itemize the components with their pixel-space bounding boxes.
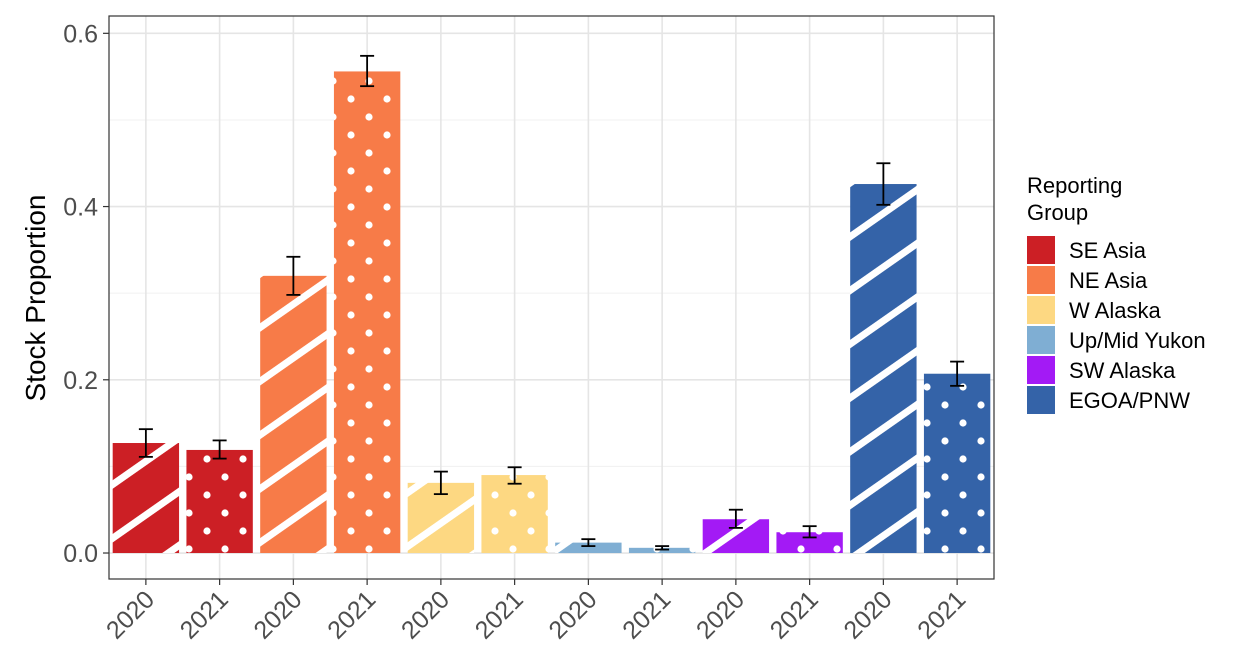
bar-w-alaska-2021	[481, 475, 548, 554]
bar-se-asia-2020	[112, 443, 180, 554]
bar-egoa-pnw-2020	[850, 184, 917, 554]
legend-swatch	[1027, 326, 1055, 354]
y-tick-label: 0.0	[63, 540, 98, 568]
plot-panel-border	[108, 15, 995, 580]
x-tick-label: 2020	[543, 585, 602, 644]
y-axis: 0.0 0.2 0.4 0.6	[63, 20, 109, 568]
bar-ne-asia-2020	[260, 275, 327, 554]
x-tick-label: 2020	[396, 585, 455, 644]
y-tick-label: 0.4	[63, 194, 98, 222]
legend-swatch	[1027, 356, 1055, 384]
y-tick-label: 0.2	[63, 367, 98, 395]
legend-label: EGOA/PNW	[1069, 388, 1190, 413]
legend-label: SW Alaska	[1069, 358, 1176, 383]
legend-swatch	[1027, 236, 1055, 264]
x-tick-label: 2021	[322, 585, 381, 644]
error-bars	[138, 54, 965, 551]
x-tick-label: 2021	[912, 585, 971, 644]
x-tick-label: 2020	[838, 585, 897, 644]
x-tick-label: 2021	[470, 585, 529, 644]
legend-swatch	[1027, 386, 1055, 414]
legend-title-line2: Group	[1027, 200, 1088, 225]
bar-egoa-pnw-2021	[923, 373, 991, 554]
bars	[112, 71, 991, 554]
x-axis: 2020 2021 2020 2021 2020 2021 2020 2021 2020 2021…	[101, 579, 971, 645]
legend-label: Up/Mid Yukon	[1069, 328, 1206, 353]
legend-swatch	[1027, 296, 1055, 324]
legend-label: NE Asia	[1069, 268, 1148, 293]
bar-se-asia-2021	[186, 449, 253, 554]
bar-up-mid-yukon-2020	[555, 542, 622, 554]
bar-ne-asia-2021	[333, 71, 401, 554]
legend-title-line1: Reporting	[1027, 173, 1122, 198]
legend-swatch	[1027, 266, 1055, 294]
legend-label: SE Asia	[1069, 238, 1147, 263]
x-tick-label: 2021	[175, 585, 234, 644]
x-tick-label: 2020	[248, 585, 307, 644]
y-axis-title: Stock Proportion	[20, 195, 51, 402]
x-tick-label: 2020	[101, 585, 160, 644]
plot-panel-background	[109, 16, 994, 579]
x-tick-label: 2021	[617, 585, 676, 644]
legend: Reporting Group SE Asia NE Asia W Alaska Up…	[1027, 173, 1206, 414]
x-tick-label: 2020	[691, 585, 750, 644]
bar-sw-alaska-2021	[776, 532, 843, 554]
x-tick-label: 2021	[765, 585, 824, 644]
legend-label: W Alaska	[1069, 298, 1161, 323]
y-tick-label: 0.6	[63, 20, 98, 48]
